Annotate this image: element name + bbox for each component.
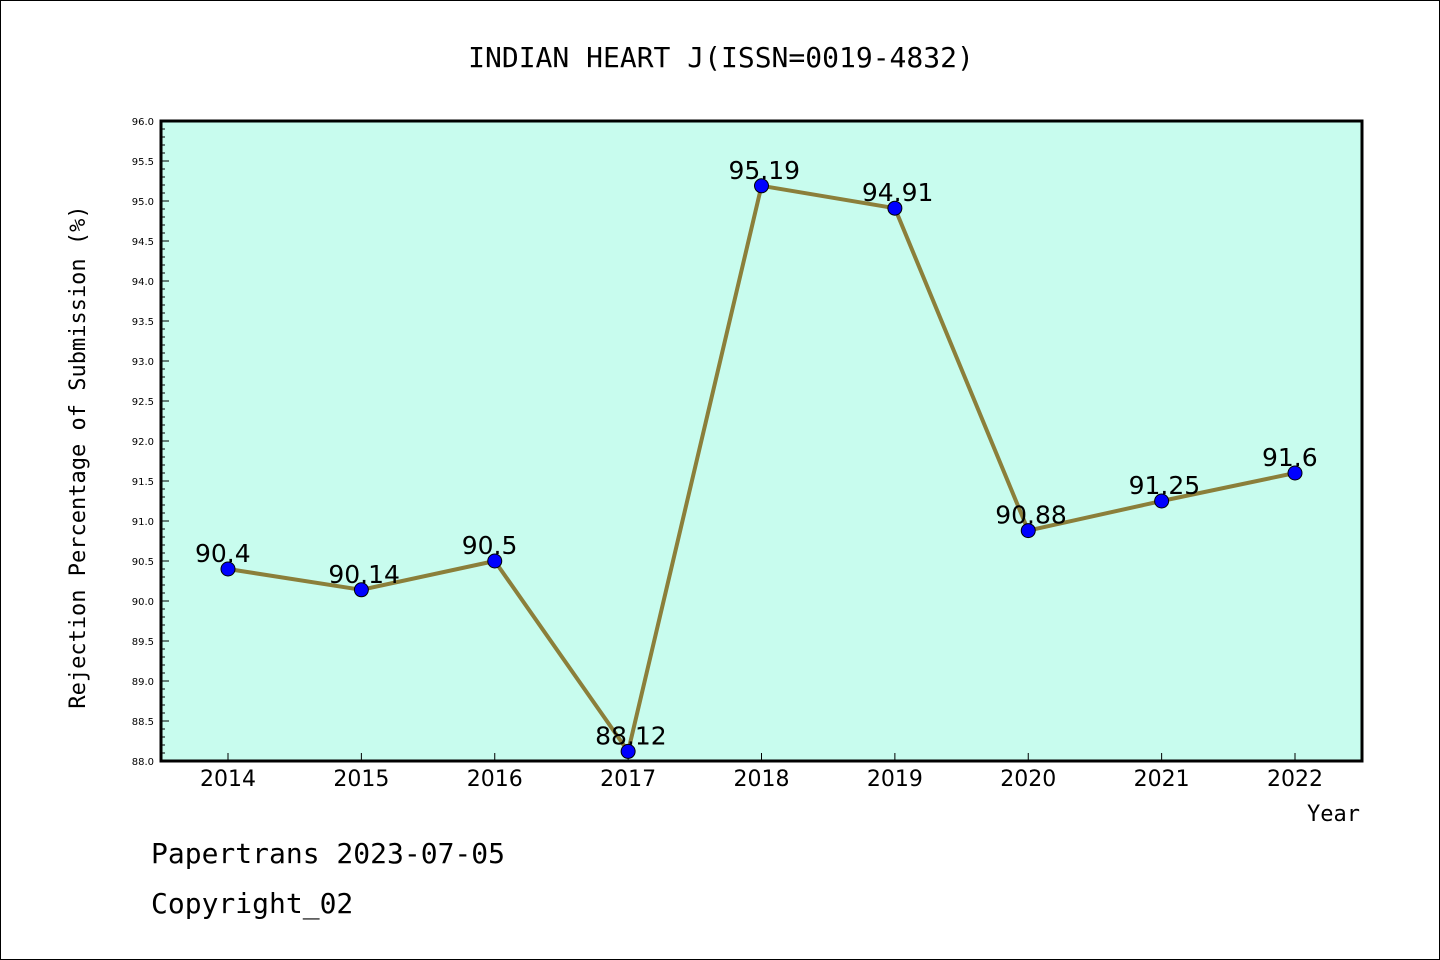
data-label: 94.91 [862, 178, 934, 207]
data-label: 90.4 [195, 539, 251, 568]
series-line-segment [492, 559, 631, 754]
y-tick-label: 95.0 [132, 197, 154, 208]
series-line-segment [759, 183, 897, 211]
y-tick-label: 88.5 [132, 717, 154, 728]
series-line-segment [359, 559, 497, 592]
x-tick-label: 2018 [734, 767, 790, 792]
series-line-segment [1159, 471, 1297, 503]
y-tick-label: 88.0 [132, 757, 154, 768]
x-tick-label: 2017 [600, 767, 656, 792]
series-line-segment [226, 567, 364, 592]
data-label: 90.14 [328, 560, 400, 589]
data-point [1020, 523, 1036, 539]
plot-area [161, 121, 1362, 761]
data-point [620, 743, 636, 759]
series-markers [220, 178, 1303, 759]
data-label: 90.5 [462, 531, 518, 560]
data-label: 88.12 [595, 721, 667, 750]
data-point [1287, 465, 1303, 481]
plot-border [159, 119, 1364, 763]
data-label: 95.19 [729, 156, 801, 185]
y-tick-label: 91.0 [132, 517, 154, 528]
x-tick-label: 2016 [467, 767, 523, 792]
y-axis-ticks: 88.0 88.5 89.0 89.5 90.0 90.5 91.0 91.5 92.0 92.5… [132, 117, 169, 768]
data-label: 91.6 [1262, 443, 1318, 472]
y-tick-label: 96.0 [132, 117, 154, 128]
series-line-segment [626, 183, 764, 754]
data-point [754, 178, 769, 194]
y-tick-label: 94.5 [132, 237, 154, 248]
y-tick-label: 89.5 [132, 637, 154, 648]
data-point [1154, 493, 1170, 509]
x-tick-label: 2015 [333, 767, 389, 792]
y-tick-label: 94.0 [132, 277, 154, 288]
y-tick-label: 95.5 [132, 157, 154, 168]
y-tick-label: 93.5 [132, 317, 154, 328]
data-label: 90.88 [995, 501, 1067, 530]
y-tick-label: 93.0 [132, 357, 154, 368]
y-tick-label: 89.0 [132, 677, 154, 688]
series-line-group [226, 183, 1297, 754]
footer-date-line: Papertrans 2023-07-05 [151, 837, 506, 870]
data-labels: 90.4 90.14 90.5 88.12 95.19 94.91 90.88 91.25 91… [195, 156, 1318, 751]
x-tick-label: 2020 [1000, 767, 1056, 792]
x-axis-title: Year [1307, 802, 1360, 827]
y-axis-title: Rejection Percentage of Submission (%) [66, 205, 91, 708]
y-tick-label: 92.0 [132, 437, 154, 448]
x-tick-label: 2019 [867, 767, 923, 792]
y-tick-label: 90.5 [132, 557, 154, 568]
series-line-segment [1026, 499, 1164, 533]
series-line-segment [892, 206, 1031, 533]
data-point [487, 553, 503, 569]
chart-title: INDIAN HEART J(ISSN=0019-4832) [468, 41, 974, 74]
data-point [887, 200, 903, 216]
data-label: 91.25 [1129, 471, 1201, 500]
x-tick-label: 2022 [1267, 767, 1323, 792]
x-axis-ticks: 2014 2015 2016 2017 2018 2019 2020 2021 2022 [200, 753, 1323, 792]
y-tick-label: 90.0 [132, 597, 154, 608]
data-point [353, 582, 369, 598]
footer-copyright-line: Copyright_02 [151, 887, 354, 920]
x-tick-label: 2014 [200, 767, 256, 792]
x-tick-label: 2021 [1134, 767, 1190, 792]
y-tick-label: 92.5 [132, 397, 154, 408]
y-tick-label: 91.5 [132, 477, 154, 488]
data-point [220, 561, 236, 577]
